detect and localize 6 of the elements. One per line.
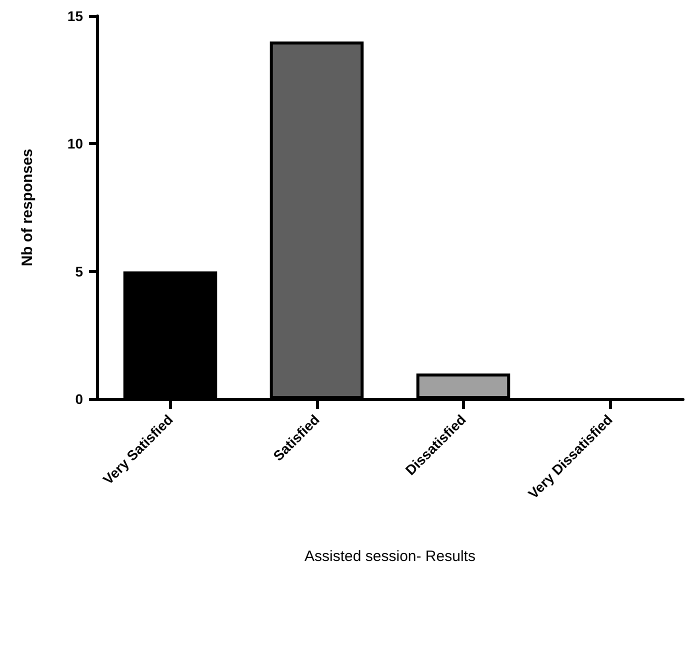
y-tick-label: 0 bbox=[75, 391, 84, 407]
y-tick-label: 5 bbox=[75, 263, 84, 280]
x-axis-title: Assisted session- Results bbox=[304, 548, 476, 565]
y-axis-title: Nb of responses bbox=[19, 148, 36, 266]
y-tick-label: 15 bbox=[67, 8, 84, 24]
y-tick-label: 10 bbox=[67, 136, 84, 152]
